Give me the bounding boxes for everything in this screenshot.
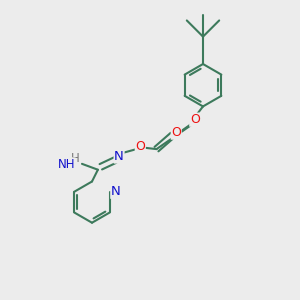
Text: O: O (135, 140, 145, 153)
Text: N: N (111, 185, 121, 198)
Text: O: O (190, 113, 200, 126)
Text: H: H (71, 152, 80, 165)
Text: O: O (171, 126, 181, 139)
Text: N: N (114, 150, 124, 163)
Text: NH: NH (58, 158, 75, 171)
